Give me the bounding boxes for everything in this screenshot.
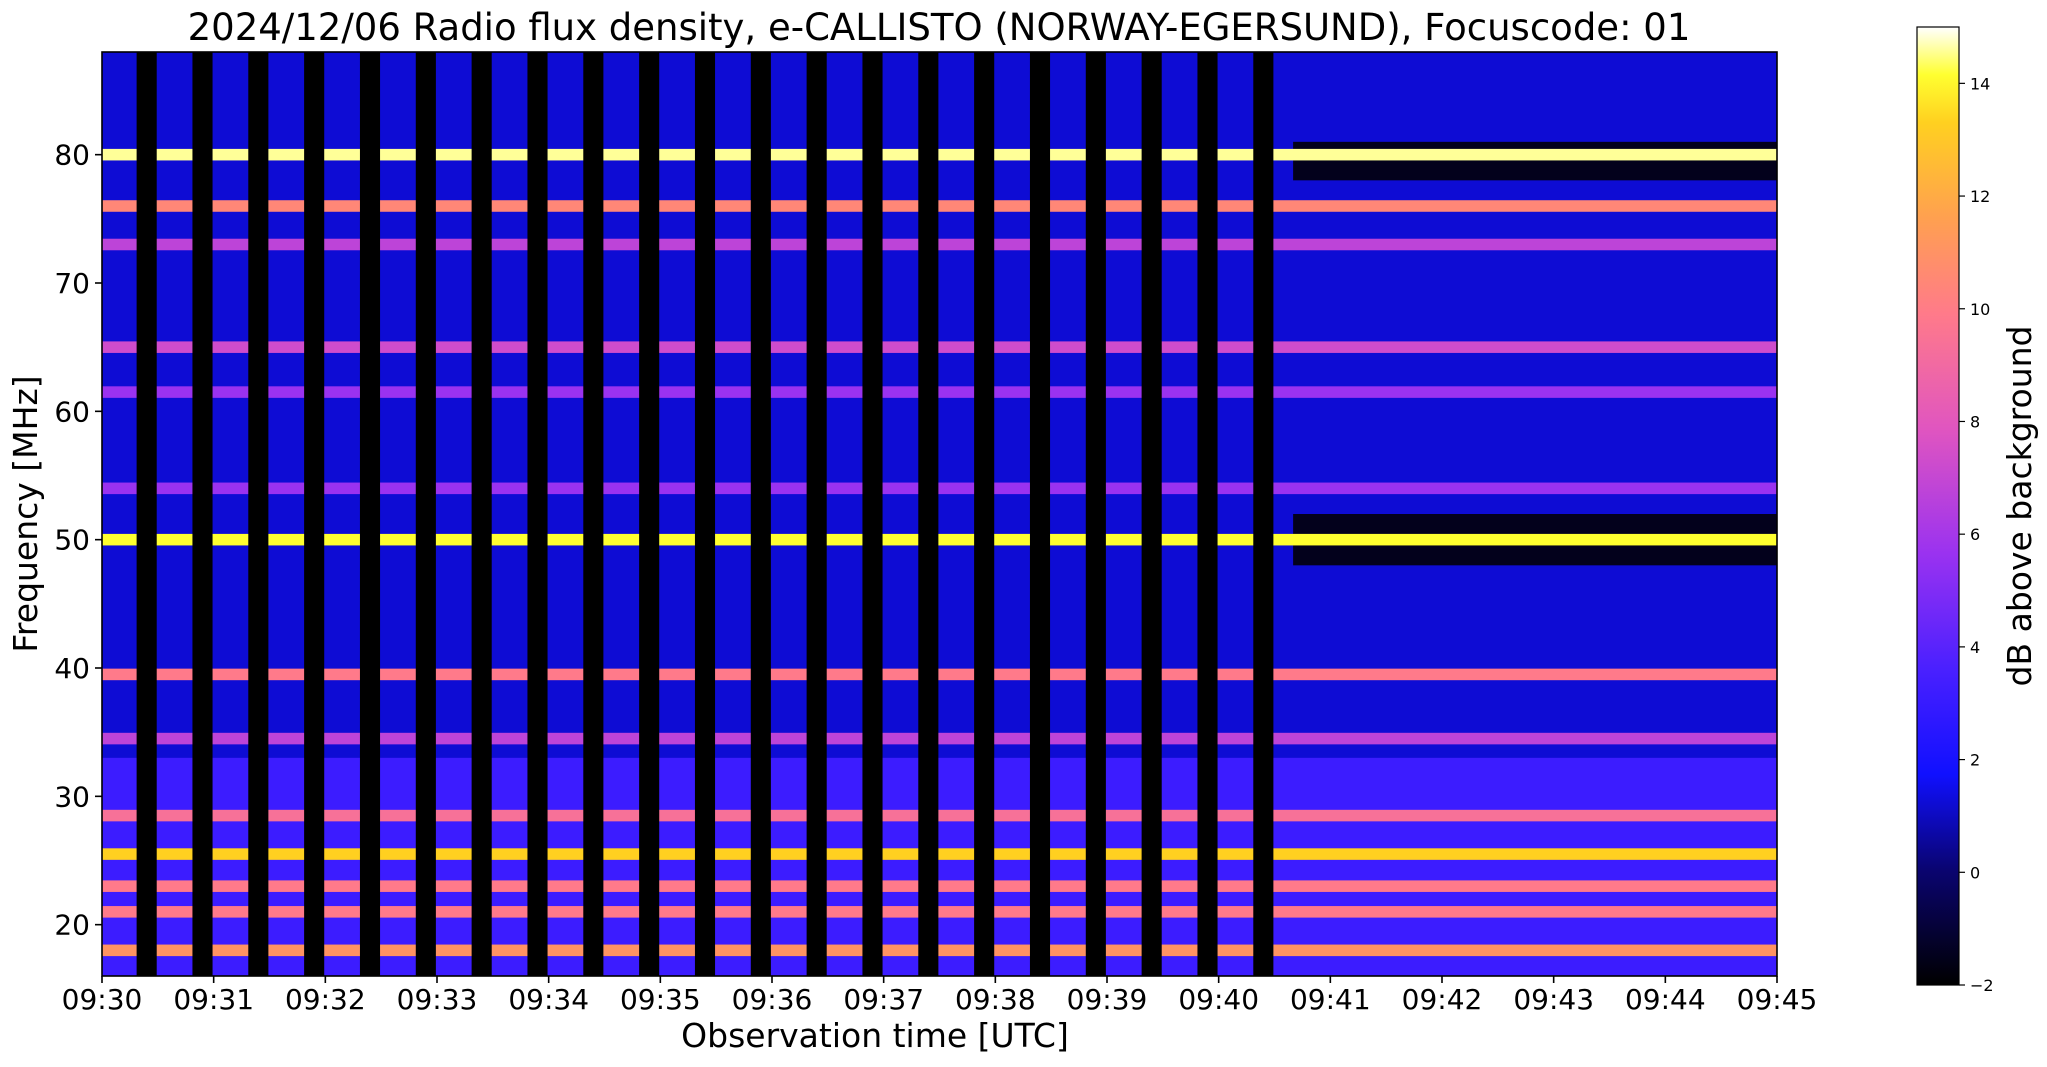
colorbar-tick-label: 10 bbox=[1970, 300, 1990, 319]
pulse-gap bbox=[1141, 52, 1162, 976]
emission-band bbox=[102, 386, 1777, 398]
x-tick-label: 09:33 bbox=[397, 983, 478, 1016]
y-axis: 20 30 40 50 60 70 80 bbox=[54, 139, 102, 942]
emission-band bbox=[102, 200, 1777, 212]
colorbar-label: dB above background bbox=[2000, 326, 2039, 687]
pulse-gap bbox=[583, 52, 604, 976]
emission-band bbox=[102, 848, 1777, 860]
x-tick-label: 09:38 bbox=[955, 983, 1036, 1016]
emission-band bbox=[102, 238, 1777, 251]
low-frequency-emission bbox=[102, 757, 1777, 976]
pulse-gap bbox=[750, 52, 771, 976]
pulse-gap bbox=[1197, 52, 1218, 976]
colorbar-tick-label: 2 bbox=[1970, 751, 1980, 770]
x-tick-label: 09:39 bbox=[1067, 983, 1148, 1016]
pulse-gap bbox=[1253, 52, 1274, 976]
x-tick-label: 09:36 bbox=[732, 983, 813, 1016]
x-tick-label: 09:35 bbox=[620, 983, 701, 1016]
y-tick-label: 80 bbox=[54, 139, 90, 172]
emission-band bbox=[102, 944, 1777, 957]
x-tick-label: 09:41 bbox=[1290, 983, 1371, 1016]
pulse-gap bbox=[1029, 52, 1051, 976]
x-axis: 09:30 09:31 09:32 09:33 09:34 09:35 09:36 09:37… bbox=[62, 976, 1818, 1016]
pulse-gap bbox=[527, 52, 548, 976]
y-tick-label: 40 bbox=[54, 652, 90, 685]
pulse-gap bbox=[694, 52, 716, 976]
x-tick-label: 09:32 bbox=[285, 983, 366, 1016]
pulse-gap bbox=[974, 52, 995, 976]
colorbar-tick-label: 8 bbox=[1970, 412, 1980, 431]
x-tick-label: 09:44 bbox=[1625, 983, 1706, 1016]
pulse-gap bbox=[1085, 52, 1106, 976]
pulse-gap bbox=[806, 52, 827, 976]
emission-band bbox=[102, 533, 1777, 546]
colorbar-tick-label: 14 bbox=[1970, 74, 1990, 93]
chart-title: 2024/12/06 Radio flux density, e-CALLIST… bbox=[188, 6, 1691, 49]
pulse-gap bbox=[415, 52, 436, 976]
pulse-gap bbox=[304, 52, 325, 976]
y-tick-label: 60 bbox=[54, 395, 90, 428]
pulse-gap bbox=[639, 52, 660, 976]
y-tick-label: 30 bbox=[54, 780, 90, 813]
colorbar-tick-label: 4 bbox=[1970, 638, 1980, 657]
pulse-gap bbox=[918, 52, 939, 976]
colorbar-tick-label: 0 bbox=[1970, 863, 1980, 882]
colorbar-tick-label: 6 bbox=[1970, 525, 1980, 544]
x-tick-label: 09:40 bbox=[1178, 983, 1259, 1016]
emission-band bbox=[102, 880, 1777, 892]
colorbar-ticks: 14 12 10 8 6 4 2 0 −2 bbox=[1959, 74, 1994, 995]
emission-band bbox=[102, 668, 1777, 681]
emission-band bbox=[102, 341, 1777, 353]
x-tick-label: 09:43 bbox=[1513, 983, 1594, 1016]
pulse-gap bbox=[471, 52, 492, 976]
x-tick-label: 09:30 bbox=[62, 983, 143, 1016]
x-tick-label: 09:31 bbox=[173, 983, 254, 1016]
heatmap bbox=[102, 52, 1777, 976]
plot-frame bbox=[101, 51, 1778, 977]
colorbar-tick-label: −2 bbox=[1970, 976, 1994, 995]
pulse-gap bbox=[192, 52, 213, 976]
pulse-gap bbox=[862, 52, 883, 976]
colorbar-tick-label: 12 bbox=[1970, 187, 1990, 206]
x-axis-label: Observation time [UTC] bbox=[681, 1016, 1069, 1055]
emission-band bbox=[102, 482, 1777, 495]
y-tick-label: 20 bbox=[54, 909, 90, 942]
x-tick-label: 09:45 bbox=[1737, 983, 1818, 1016]
y-tick-label: 50 bbox=[54, 524, 90, 557]
emission-band bbox=[102, 809, 1777, 822]
quiet-band bbox=[1293, 141, 1777, 181]
pulse-gap bbox=[136, 52, 157, 976]
emission-band bbox=[102, 906, 1777, 918]
y-axis-label: Frequency [MHz] bbox=[6, 375, 45, 652]
x-tick-label: 09:34 bbox=[508, 983, 589, 1016]
x-tick-label: 09:42 bbox=[1402, 983, 1483, 1016]
emission-band bbox=[102, 148, 1777, 161]
pulse-gap bbox=[359, 52, 381, 976]
spectrogram-plot bbox=[101, 51, 1778, 977]
colorbar-gradient bbox=[1916, 26, 1960, 986]
y-tick-label: 70 bbox=[54, 267, 90, 300]
emission-band bbox=[102, 732, 1777, 745]
x-tick-label: 09:37 bbox=[843, 983, 924, 1016]
pulse-gap bbox=[248, 52, 269, 976]
colorbar: 14 12 10 8 6 4 2 0 −2 dB above background bbox=[1916, 26, 2039, 995]
